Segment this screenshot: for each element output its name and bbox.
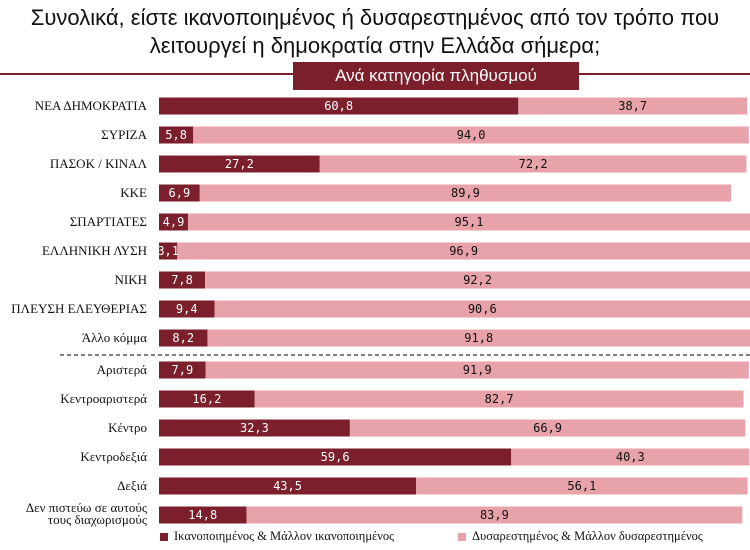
value-label-satisfied-11: 32,3 [240, 421, 269, 435]
value-label-dissatisfied-12: 40,3 [616, 450, 645, 464]
value-label-satisfied-14: 14,8 [188, 508, 217, 522]
category-label-3: ΚΚΕ [120, 185, 147, 200]
value-label-dissatisfied-6: 92,2 [463, 273, 492, 287]
legend-label-dissatisfied: Δυσαρεστημένος & Μάλλον δυσαρεστημένος [472, 529, 703, 543]
value-label-dissatisfied-14: 83,9 [480, 508, 509, 522]
chart-subtitle: Ανά κατηγορία πληθυσμού [293, 62, 579, 90]
value-label-satisfied-0: 60,8 [324, 99, 353, 113]
bar-satisfied-13 [159, 477, 417, 495]
value-label-dissatisfied-0: 38,7 [618, 99, 647, 113]
bar-satisfied-2 [159, 155, 320, 173]
legend-item-satisfied: Ικανοποιημένος & Μάλλον ικανοποιημένος [160, 529, 394, 544]
bar-dissatisfied-0 [518, 97, 748, 115]
bar-satisfied-0 [159, 97, 519, 115]
value-label-dissatisfied-1: 94,0 [457, 128, 486, 142]
category-label-6: ΝΙΚΗ [115, 272, 148, 287]
value-label-dissatisfied-5: 96,9 [449, 244, 478, 258]
value-label-satisfied-6: 7,8 [171, 273, 193, 287]
value-label-satisfied-2: 27,2 [225, 157, 254, 171]
bar-satisfied-9 [159, 361, 206, 379]
value-label-satisfied-4: 4,9 [163, 215, 185, 229]
bar-dissatisfied-9 [205, 361, 749, 379]
legend: Ικανοποιημένος & Μάλλον ικανοποιημένος Δ… [160, 529, 750, 547]
category-label-10: Κεντροαριστερά [60, 391, 147, 406]
bar-dissatisfied-8 [207, 329, 750, 347]
bar-dissatisfied-3 [199, 184, 732, 202]
value-label-satisfied-3: 6,9 [169, 186, 191, 200]
value-label-dissatisfied-10: 82,7 [485, 392, 514, 406]
value-label-dissatisfied-9: 91,9 [463, 363, 492, 377]
bar-satisfied-8 [159, 329, 208, 347]
bar-satisfied-14 [159, 506, 247, 524]
category-label-1: ΣΥΡΙΖΑ [101, 127, 147, 142]
value-label-dissatisfied-13: 56,1 [567, 479, 596, 493]
category-label-12: Κεντροδεξιά [80, 449, 147, 464]
category-label-11: Κέντρο [108, 420, 147, 435]
bar-satisfied-4 [159, 213, 188, 231]
value-label-dissatisfied-2: 72,2 [519, 157, 548, 171]
value-label-dissatisfied-4: 95,1 [455, 215, 484, 229]
value-label-satisfied-1: 5,8 [165, 128, 187, 142]
legend-label-satisfied: Ικανοποιημένος & Μάλλον ικανοποιημένος [174, 529, 395, 543]
bar-dissatisfied-12 [511, 448, 750, 466]
value-label-satisfied-7: 9,4 [176, 302, 198, 316]
bar-satisfied-11 [159, 419, 350, 437]
bar-dissatisfied-4 [187, 213, 750, 231]
bar-dissatisfied-7 [214, 300, 750, 318]
bar-satisfied-3 [159, 184, 200, 202]
value-label-satisfied-9: 7,9 [172, 363, 194, 377]
bar-dissatisfied-6 [205, 271, 750, 289]
value-label-dissatisfied-3: 89,9 [451, 186, 480, 200]
value-label-satisfied-5: 3,1 [157, 244, 179, 258]
legend-swatch-dissatisfied [458, 532, 466, 541]
legend-swatch-satisfied [160, 532, 168, 541]
value-label-dissatisfied-7: 90,6 [468, 302, 497, 316]
category-label-9: Αριστερά [97, 362, 148, 377]
bar-dissatisfied-10 [254, 390, 744, 408]
bar-dissatisfied-14 [246, 506, 743, 524]
value-label-satisfied-8: 8,2 [172, 331, 194, 345]
bar-satisfied-7 [159, 300, 215, 318]
value-label-satisfied-10: 16,2 [192, 392, 221, 406]
category-label-4: ΣΠΑΡΤΙΑΤΕΣ [70, 214, 147, 229]
bar-satisfied-10 [159, 390, 255, 408]
category-label-5: ΕΛΛΗΝΙΚΗ ΛΥΣΗ [42, 243, 147, 258]
category-label-8: Άλλο κόμμα [82, 330, 147, 345]
value-label-dissatisfied-8: 91,8 [464, 331, 493, 345]
value-label-satisfied-13: 43,5 [273, 479, 302, 493]
bar-dissatisfied-13 [416, 477, 748, 495]
category-label-14: Δεν πιστεύω σε αυτούς τους διαχωρισμούς [26, 500, 148, 527]
bar-dissatisfied-1 [193, 126, 749, 144]
value-label-dissatisfied-11: 66,9 [533, 421, 562, 435]
bar-satisfied-1 [159, 126, 194, 144]
value-label-satisfied-12: 59,6 [321, 450, 350, 464]
bar-satisfied-12 [159, 448, 512, 466]
bar-dissatisfied-2 [319, 155, 747, 173]
category-label-13: Δεξιά [117, 478, 147, 493]
legend-item-dissatisfied: Δυσαρεστημένος & Μάλλον δυσαρεστημένος [458, 529, 703, 544]
category-label-7: ΠΛΕΥΣΗ ΕΛΕΥΘΕΡΙΑΣ [11, 301, 147, 316]
chart-title: Συνολικά, είστε ικανοποιημένος ή δυσαρεσ… [30, 5, 720, 58]
bar-dissatisfied-5 [177, 242, 750, 260]
category-label-0: ΝΕΑ ΔΗΜΟΚΡΑΤΙΑ [35, 98, 148, 113]
category-label-2: ΠΑΣΟΚ / ΚΙΝΑΛ [50, 156, 148, 171]
bar-satisfied-5 [159, 242, 178, 260]
bar-dissatisfied-11 [349, 419, 746, 437]
bar-satisfied-6 [159, 271, 206, 289]
